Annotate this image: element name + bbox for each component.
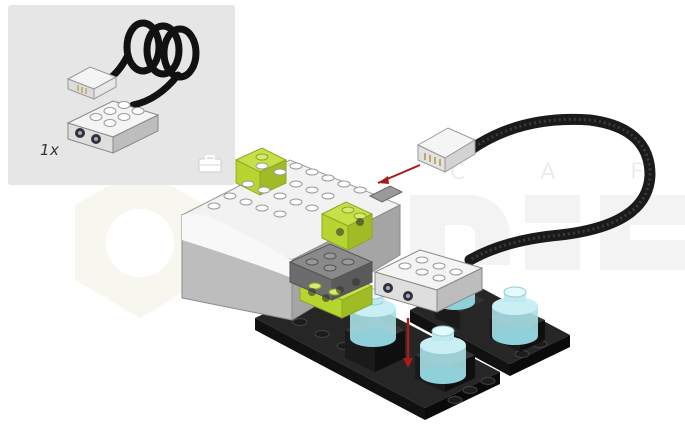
sensor-cable bbox=[464, 113, 656, 266]
parts-callout: 1x bbox=[8, 5, 235, 185]
motion-sensor bbox=[373, 249, 484, 313]
motion-sensor-part-image bbox=[66, 19, 200, 154]
hub-studs bbox=[207, 162, 367, 218]
cable-connector bbox=[416, 127, 477, 173]
watermark-text: C A F bbox=[450, 160, 678, 185]
briefcase-icon bbox=[198, 155, 222, 173]
part-quantity-label: 1x bbox=[40, 141, 60, 159]
